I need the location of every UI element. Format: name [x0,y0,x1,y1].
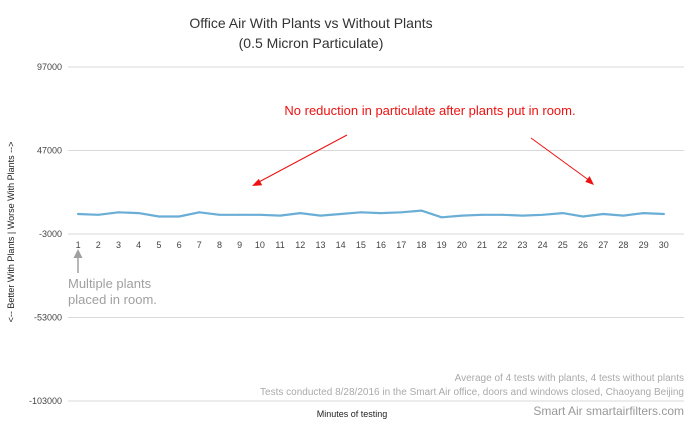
data-point [238,213,241,216]
x-tick-label: 25 [558,240,568,250]
chart-title: Office Air With Plants vs Without Plants [189,15,432,31]
data-point [218,213,221,216]
y-tick-label: 47000 [37,146,62,156]
x-tick-label: 5 [156,240,161,250]
series-layer [76,209,665,219]
data-point [400,211,403,214]
x-tick-label: 20 [457,240,467,250]
annotation-arrowhead-left [252,178,263,186]
annotation-plants-line2: placed in room. [68,292,157,307]
y-tick-label: -53000 [34,313,62,323]
data-point [460,214,463,217]
annotation-no-reduction: No reduction in particulate after plants… [284,103,575,118]
x-tick-label: 23 [517,240,527,250]
annotation-plants-line1: Multiple plants [68,276,152,291]
brand-credit: Smart Air smartairfilters.com [533,404,684,418]
y-tick-label: -3000 [39,229,62,239]
data-point [97,213,100,216]
data-point [440,216,443,219]
note-test-conditions: Tests conducted 8/28/2016 in the Smart A… [260,387,684,398]
x-tick-label: 30 [659,240,669,250]
x-tick-label: 6 [177,240,182,250]
data-point [299,212,302,215]
data-point [662,212,665,215]
x-tick-label: 2 [96,240,101,250]
x-tick-label: 19 [437,240,447,250]
data-point [359,211,362,214]
data-point [77,212,80,215]
x-tick-label: 4 [136,240,141,250]
chart-subtitle: (0.5 Micron Particulate) [239,35,384,51]
y-tick-label: -103000 [29,396,62,406]
x-tick-label: 1 [76,240,81,250]
data-point [521,214,524,217]
x-tick-label: 12 [295,240,305,250]
x-tick-label: 3 [116,240,121,250]
data-point [602,212,605,215]
data-point [198,211,201,214]
y-tick-label: 97000 [37,62,62,72]
annotation-arrow-left [256,134,348,184]
x-tick-label: 13 [315,240,325,250]
note-averages: Average of 4 tests with plants, 4 tests … [455,373,684,384]
gridlines [68,66,684,402]
annotation-arrowhead-right [585,176,594,185]
x-axis-ticks: 1 2 3 4 5 6 7 8 9 10 11 12 13 14 15 16 17 18 19 20 21 22 23 24 2… [76,240,669,250]
data-point [117,211,120,214]
x-tick-label: 21 [477,240,487,250]
x-tick-label: 14 [336,240,346,250]
x-tick-label: 15 [356,240,366,250]
data-point [582,215,585,218]
data-point [157,215,160,218]
data-point [137,212,140,215]
data-point [642,212,645,215]
series-line-0 [76,209,665,219]
data-point [319,214,322,217]
x-tick-label: 17 [396,240,406,250]
x-tick-label: 29 [639,240,649,250]
data-point [622,214,625,217]
x-tick-label: 26 [578,240,588,250]
x-tick-label: 22 [497,240,507,250]
y-axis-ticks: 97000 47000 -3000 -53000 -103000 [29,62,62,406]
data-point [258,213,261,216]
x-tick-label: 8 [217,240,222,250]
data-point [561,212,564,215]
data-point [541,213,544,216]
x-tick-label: 9 [237,240,242,250]
data-point [178,215,181,218]
data-point [420,209,423,212]
y-axis-label: <-- Better With Plants | Worse With Plan… [6,142,16,323]
data-point [279,214,282,217]
x-tick-label: 28 [618,240,628,250]
x-tick-label: 16 [376,240,386,250]
x-axis-label: Minutes of testing [317,409,388,419]
data-point [380,212,383,215]
data-point [481,213,484,216]
x-tick-label: 10 [255,240,265,250]
data-point [339,212,342,215]
annotation-arrowhead-gray [73,249,83,258]
annotation-arrow-right [530,137,591,182]
x-tick-label: 11 [275,240,284,250]
x-tick-label: 27 [598,240,608,250]
x-tick-label: 24 [538,240,548,250]
x-tick-label: 18 [416,240,426,250]
x-tick-label: 7 [197,240,202,250]
data-point [501,213,504,216]
